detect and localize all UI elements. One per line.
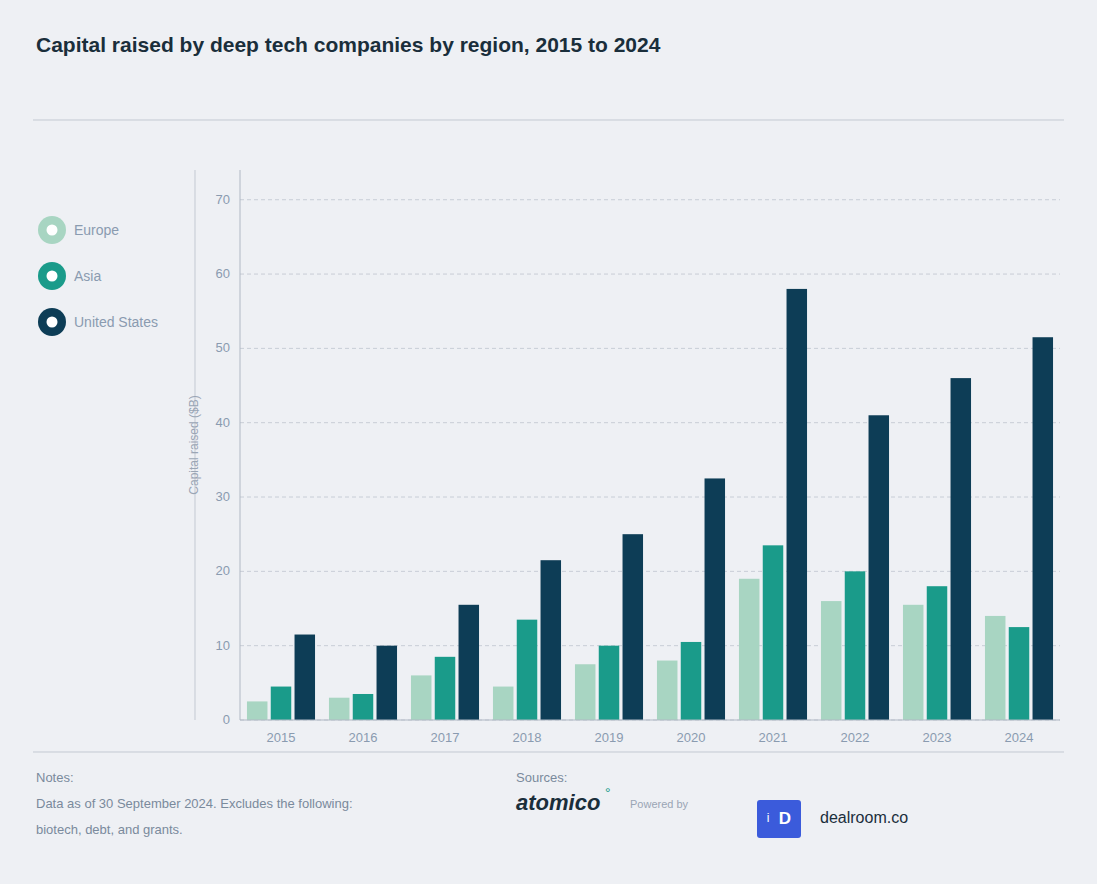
- bar: [517, 620, 538, 720]
- x-tick-label: 2020: [677, 730, 706, 745]
- bar: [329, 698, 350, 720]
- bar: [657, 661, 678, 720]
- y-tick-label: 10: [216, 638, 230, 653]
- grid-line: [240, 274, 1060, 275]
- y-axis-line: [240, 170, 241, 720]
- legend-label: Europe: [74, 222, 119, 238]
- y-tick-label: 20: [216, 563, 230, 578]
- legend-swatch: [38, 216, 66, 244]
- bar: [435, 657, 456, 720]
- x-tick-label: 2018: [513, 730, 542, 745]
- bar: [1009, 627, 1030, 720]
- bar: [951, 378, 972, 720]
- bar: [271, 687, 292, 720]
- bar: [353, 694, 374, 720]
- bar: [763, 545, 784, 720]
- logo-box: [757, 800, 801, 838]
- annotation: dealroom.co: [820, 809, 908, 826]
- bar: [493, 687, 513, 720]
- bar: [903, 605, 924, 720]
- legend-label: United States: [74, 314, 158, 330]
- grid-line: [240, 720, 1060, 721]
- x-tick-label: 2022: [841, 730, 870, 745]
- annotation: °: [605, 785, 611, 801]
- background: [0, 0, 1097, 884]
- bar: [681, 642, 702, 720]
- bar: [1033, 337, 1054, 720]
- annotation: i: [767, 811, 770, 825]
- annotation: Data as of 30 September 2024. Excludes t…: [36, 796, 353, 811]
- legend-label: Asia: [74, 268, 101, 284]
- bar: [623, 534, 644, 720]
- x-tick-label: 2024: [1005, 730, 1034, 745]
- legend-swatch: [38, 262, 66, 290]
- bar: [705, 478, 726, 720]
- y-tick-label: 0: [223, 712, 230, 727]
- bar: [985, 616, 1006, 720]
- bar: [459, 605, 480, 720]
- y-axis-label: Capital raised ($B): [187, 395, 201, 494]
- baseline: [240, 720, 1060, 721]
- bar: [599, 646, 620, 720]
- bar: [869, 415, 890, 720]
- y-tick-label: 70: [216, 192, 230, 207]
- annotation: Sources:: [516, 770, 567, 785]
- x-tick-label: 2016: [349, 730, 378, 745]
- bar: [845, 571, 866, 720]
- title: Capital raised by deep tech companies by…: [36, 33, 661, 56]
- y-tick-label: 30: [216, 489, 230, 504]
- annotation: Powered by: [630, 798, 689, 810]
- legend-swatch-hole: [47, 317, 58, 328]
- x-tick-label: 2021: [759, 730, 788, 745]
- x-tick-label: 2023: [923, 730, 952, 745]
- legend-swatch: [38, 308, 66, 336]
- y-tick-label: 40: [216, 415, 230, 430]
- annotation: D: [779, 809, 791, 828]
- chart: Capital raised by deep tech companies by…: [0, 0, 1097, 884]
- annotation: Notes:: [36, 770, 74, 785]
- annotation: atomico: [516, 790, 600, 815]
- x-tick-label: 2017: [431, 730, 460, 745]
- bar: [377, 646, 398, 720]
- y-tick-label: 50: [216, 340, 230, 355]
- grid-line: [240, 348, 1060, 349]
- bar: [411, 675, 432, 720]
- bar: [821, 601, 842, 720]
- bar: [927, 586, 948, 720]
- grid-line: [240, 422, 1060, 423]
- bar: [247, 701, 268, 720]
- grid-line: [240, 571, 1060, 572]
- bar: [575, 664, 596, 720]
- separator: [33, 120, 1064, 121]
- legend: Europe Asia United States: [38, 216, 158, 336]
- annotation: biotech, debt, and grants.: [36, 822, 183, 837]
- legend-swatch-hole: [47, 225, 58, 236]
- separator: [33, 752, 1064, 753]
- bar: [295, 635, 316, 720]
- grid: [240, 200, 1060, 720]
- legend-swatch-hole: [47, 271, 58, 282]
- grid-line: [240, 497, 1060, 498]
- bar: [787, 289, 808, 720]
- x-tick-label: 2015: [267, 730, 296, 745]
- grid-line: [240, 199, 1060, 200]
- x-tick-label: 2019: [595, 730, 624, 745]
- y-tick-label: 60: [216, 266, 230, 281]
- bar: [739, 579, 760, 720]
- bar: [541, 560, 562, 720]
- bars: [247, 289, 1053, 720]
